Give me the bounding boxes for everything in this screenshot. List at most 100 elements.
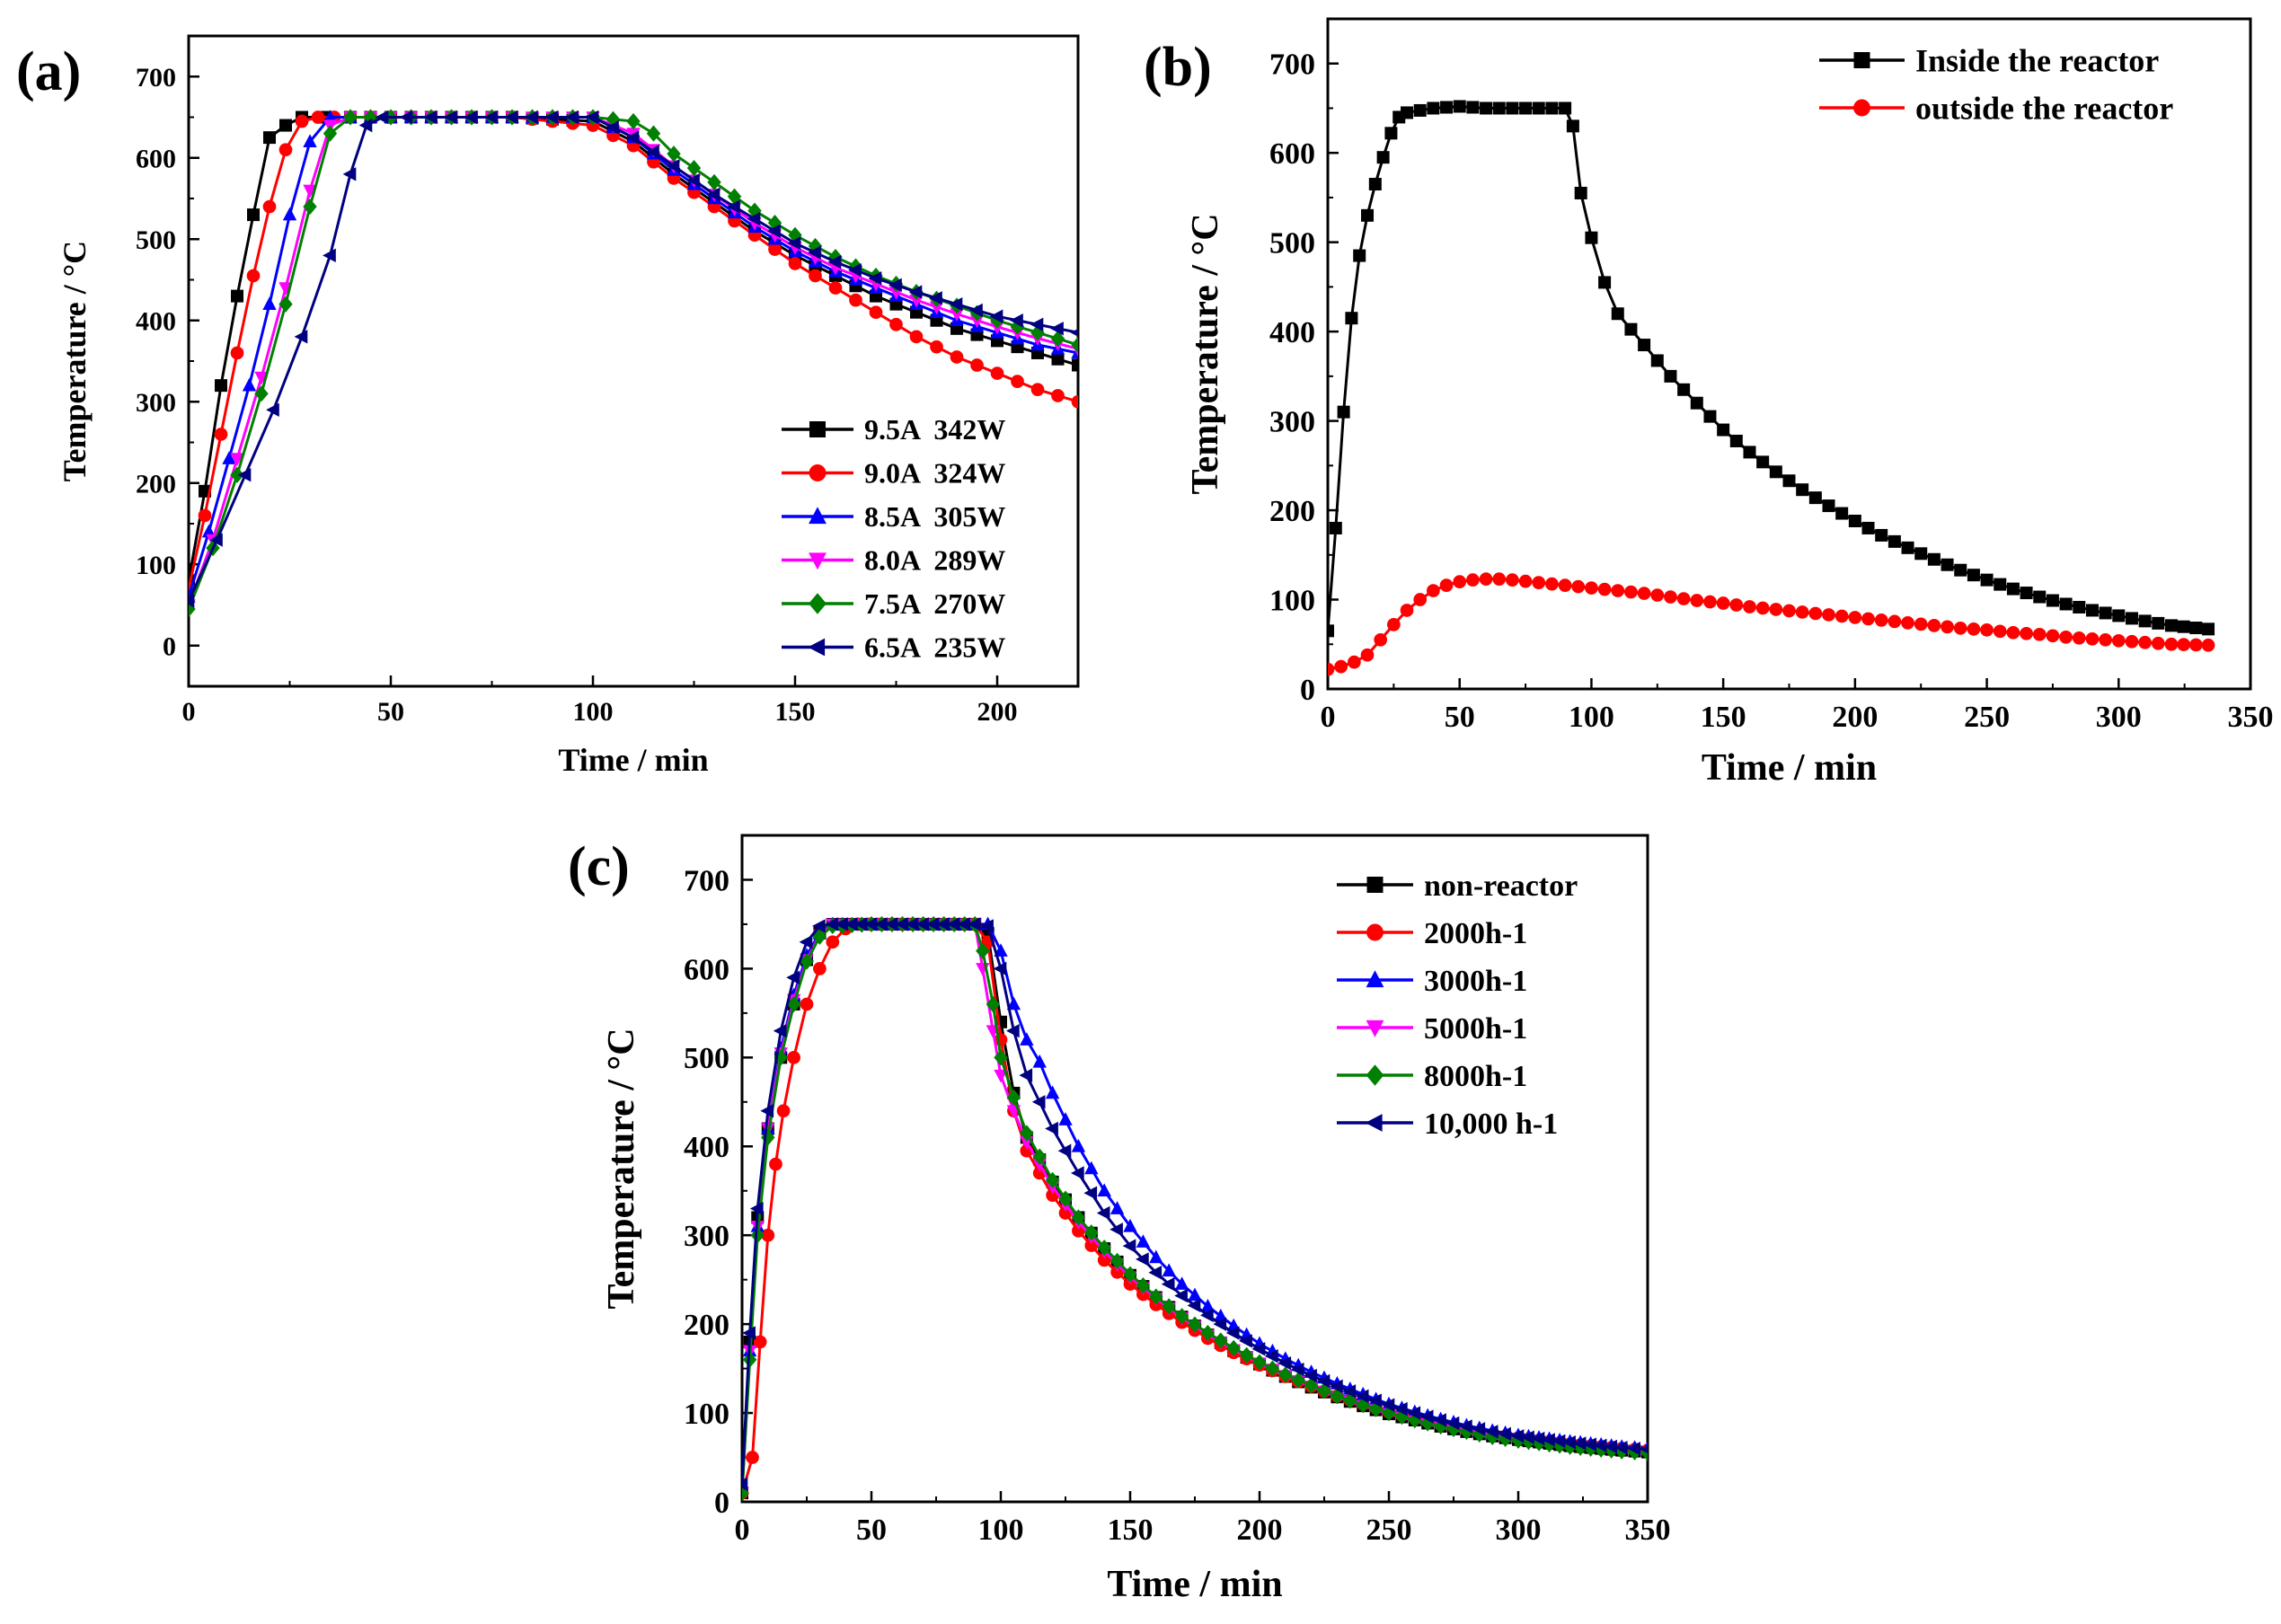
data-point xyxy=(1604,1439,1617,1454)
data-point xyxy=(905,917,919,931)
data-point xyxy=(1677,383,1691,396)
data-point xyxy=(1381,1398,1395,1412)
data-point xyxy=(773,1023,787,1038)
data-point xyxy=(1006,996,1021,1011)
series-line xyxy=(189,116,1078,610)
data-point xyxy=(1769,465,1782,479)
data-point xyxy=(970,358,984,372)
legend-marker xyxy=(1853,99,1870,117)
data-point xyxy=(1545,577,1559,591)
series-line xyxy=(742,922,1648,1494)
data-point xyxy=(1097,1239,1111,1257)
x-tick-label: 150 xyxy=(1701,701,1746,734)
data-point xyxy=(686,172,700,188)
data-point xyxy=(1278,1355,1292,1371)
data-point xyxy=(2125,612,2138,625)
data-point xyxy=(1572,1436,1587,1451)
data-point xyxy=(1927,619,1941,632)
data-point xyxy=(1506,573,1519,587)
data-point xyxy=(1030,324,1045,341)
data-point xyxy=(1355,1389,1369,1403)
y-tick-label: 400 xyxy=(684,1131,729,1164)
data-point xyxy=(1532,576,1546,589)
data-point xyxy=(769,1157,782,1171)
data-point xyxy=(323,110,338,123)
data-point xyxy=(889,278,902,293)
data-point xyxy=(1980,623,1994,637)
y-tick-label: 0 xyxy=(714,1487,729,1520)
data-point xyxy=(247,208,260,222)
data-point xyxy=(525,110,538,125)
data-point xyxy=(1848,515,1861,528)
data-point xyxy=(1148,1266,1163,1280)
legend-label: outside the reactor xyxy=(1915,91,2173,127)
data-point xyxy=(1498,1426,1511,1442)
legend-marker xyxy=(809,507,827,525)
data-point xyxy=(1174,1288,1188,1303)
data-point xyxy=(848,262,862,278)
data-point xyxy=(1347,655,1361,669)
x-tick-label: 150 xyxy=(1108,1514,1154,1547)
data-point xyxy=(1566,119,1579,133)
data-point xyxy=(753,1335,767,1349)
data-point xyxy=(884,917,898,931)
data-point xyxy=(799,935,813,949)
x-tick-label: 0 xyxy=(182,697,196,727)
legend-marker xyxy=(1366,970,1384,988)
y-tick-label: 600 xyxy=(136,144,176,173)
data-point xyxy=(2020,626,2033,640)
data-point xyxy=(1188,1316,1202,1333)
data-point xyxy=(1796,483,1809,497)
data-point xyxy=(1624,585,1638,599)
data-point xyxy=(742,1477,748,1491)
data-point xyxy=(2046,629,2060,643)
data-point xyxy=(201,524,217,538)
data-point xyxy=(1574,186,1587,199)
series-3 xyxy=(742,918,1648,1501)
data-point xyxy=(1174,1276,1189,1290)
data-point xyxy=(788,257,802,270)
data-point xyxy=(2020,587,2033,600)
data-point xyxy=(930,340,943,354)
data-point xyxy=(1598,276,1612,289)
data-point xyxy=(1072,358,1078,372)
x-tick-label: 100 xyxy=(1569,701,1614,734)
data-point xyxy=(1096,1205,1110,1221)
series-2 xyxy=(742,916,1648,1495)
data-point xyxy=(1690,594,1704,607)
data-point xyxy=(231,289,243,303)
data-point xyxy=(929,291,942,305)
legend-label: 9.5A 342W xyxy=(864,413,1005,446)
data-point xyxy=(936,917,950,931)
data-point xyxy=(1808,606,1823,621)
data-point xyxy=(1413,103,1427,117)
data-point xyxy=(1376,151,1390,164)
data-point xyxy=(1110,1222,1123,1237)
data-point xyxy=(1265,1360,1280,1377)
data-point xyxy=(1638,339,1651,352)
data-point xyxy=(1394,1401,1408,1417)
data-point xyxy=(750,1227,765,1244)
data-point xyxy=(1214,1332,1228,1349)
series-1 xyxy=(742,917,1648,1500)
data-point xyxy=(262,296,277,310)
data-point xyxy=(1071,1138,1086,1152)
data-point xyxy=(1993,624,2007,639)
data-point xyxy=(214,428,228,441)
x-tick-label: 250 xyxy=(1366,1514,1412,1547)
series-3 xyxy=(189,111,1078,613)
legend-marker xyxy=(808,638,826,657)
data-point xyxy=(1627,1441,1640,1456)
legend-marker xyxy=(809,593,827,614)
legend-marker xyxy=(1366,1019,1384,1037)
data-point xyxy=(1480,102,1493,115)
data-point xyxy=(800,997,814,1011)
data-point xyxy=(949,296,963,312)
data-point xyxy=(278,296,293,313)
data-point xyxy=(742,1351,757,1368)
data-point xyxy=(809,269,822,283)
data-point xyxy=(1071,394,1078,409)
data-point xyxy=(1161,1276,1175,1292)
data-point xyxy=(1337,405,1350,419)
data-point xyxy=(1045,1085,1060,1099)
